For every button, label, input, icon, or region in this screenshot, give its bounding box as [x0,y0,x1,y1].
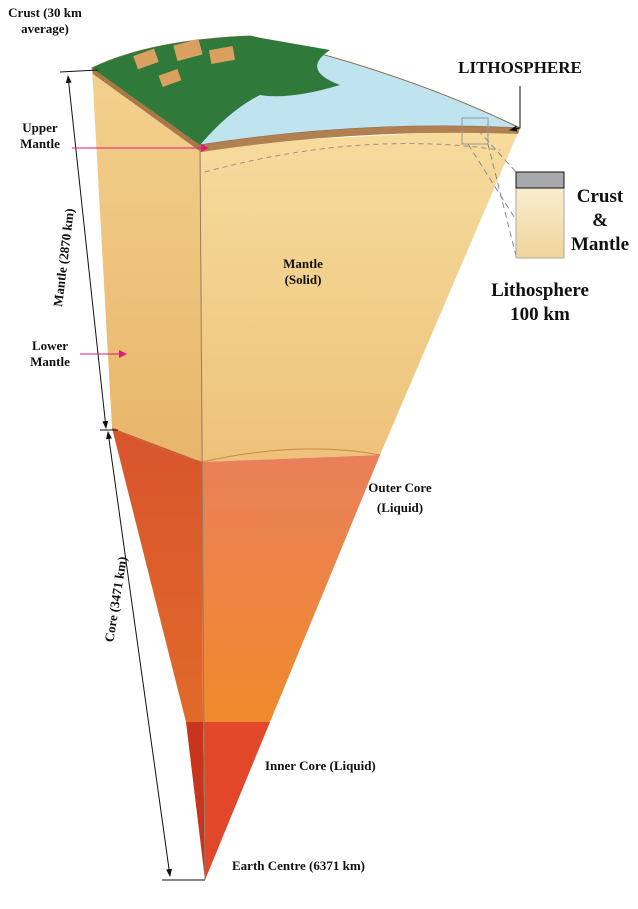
page: {"labels": { "crust": ["Crust (30 km", "… [0,0,638,909]
mantle-solid-label: Mantle(Solid) [283,256,323,287]
inset-label: Crust&Mantle [571,186,629,255]
centre-label: Earth Centre (6371 km) [232,858,365,873]
earth-diagram: Crust (30 kmaverage) LITHOSPHERE UpperMa… [0,0,638,909]
outer-core-label: Outer Core(Liquid) [368,480,432,515]
wedge [92,36,520,880]
core-depth-label: Core (3471 km) [101,555,129,643]
mantle-depth-label: Mantle (2870 km) [50,207,77,307]
lithosphere-title: LITHOSPHERE [458,58,582,77]
inner-core-label: Inner Core (Liquid) [265,758,376,773]
